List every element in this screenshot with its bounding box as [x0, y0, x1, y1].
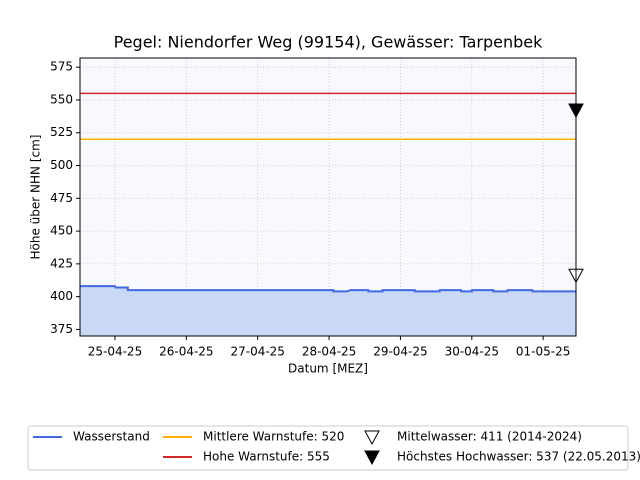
y-tick-label: 425	[50, 256, 73, 270]
y-tick-label: 525	[50, 125, 73, 139]
x-tick-label: 25-04-25	[88, 345, 142, 359]
area	[80, 286, 576, 336]
legend-swatch	[364, 450, 380, 466]
line	[80, 285, 576, 293]
x-tick-label: 30-04-25	[445, 345, 499, 359]
y-tick-label: 450	[50, 224, 73, 238]
y-tick-label: 575	[50, 60, 73, 74]
legend-label: Höchstes Hochwasser: 537 (22.05.2013)	[397, 450, 640, 464]
y-tick-label: 400	[50, 289, 73, 303]
x-axis-label: Datum [MEZ]	[288, 362, 368, 376]
plot-frame	[79, 57, 577, 337]
legend-swatch	[364, 430, 380, 446]
x-tick-label: 01-05-25	[516, 345, 570, 359]
chart-title: Pegel: Niendorfer Weg (99154), Gewässer:…	[114, 33, 544, 52]
y-axis-label: Höhe über NHN [cm]	[29, 135, 43, 260]
x-tick-label: 29-04-25	[373, 345, 427, 359]
legend-label: Mittlere Warnstufe: 520	[203, 430, 344, 444]
y-tick-label: 550	[50, 92, 73, 106]
y-tick-label: 475	[50, 191, 73, 205]
x-tick-label: 28-04-25	[302, 345, 356, 359]
legend-label: Hohe Warnstufe: 555	[203, 450, 330, 464]
y-tick-label: 375	[50, 322, 73, 336]
x-tick-label: 26-04-25	[159, 345, 213, 359]
y-tick-label: 500	[50, 158, 73, 172]
x-tick-label: 27-04-25	[230, 345, 284, 359]
legend-label: Mittelwasser: 411 (2014-2024)	[397, 430, 582, 444]
legend-label: Wasserstand	[73, 430, 150, 444]
